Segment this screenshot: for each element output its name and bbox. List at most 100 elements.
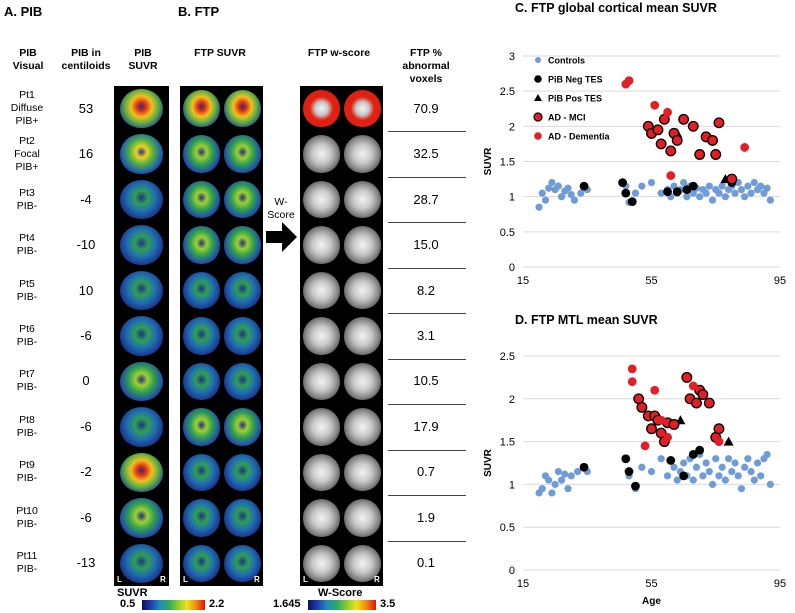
legend-label: PiB Pos TES <box>548 94 602 104</box>
legend-marker <box>533 112 543 122</box>
data-point <box>671 134 683 146</box>
data-point <box>740 143 750 152</box>
pib-brain-slice <box>120 89 163 129</box>
patient-label: Pt7 PIB- <box>16 368 38 394</box>
data-point <box>577 189 585 197</box>
ftp-brain-slice <box>224 135 261 173</box>
y-tick-label: 0.5 <box>500 522 515 534</box>
data-point <box>707 134 718 146</box>
patient-label: Pt5 PIB- <box>16 277 38 303</box>
row-divider <box>388 131 466 133</box>
data-point <box>718 182 726 190</box>
data-point <box>624 467 634 476</box>
wscore-brain-slice <box>344 453 381 492</box>
data-point <box>713 423 725 435</box>
ftp-brain-slice <box>224 90 261 128</box>
data-point <box>647 179 656 187</box>
data-point <box>554 467 562 476</box>
data-point <box>551 480 559 488</box>
y-tick-label: 3 <box>509 51 515 63</box>
chart-title: D. FTP MTL mean SUVR <box>515 313 658 327</box>
data-point <box>621 188 631 198</box>
pib-colorbar-max: 2.2 <box>209 598 225 610</box>
legend-marker <box>534 132 542 140</box>
wscore-brain-slice <box>344 317 381 355</box>
data-point <box>640 441 650 451</box>
ftp-right-marker: R <box>254 575 260 584</box>
row-divider <box>388 267 466 269</box>
centiloid-value: 53 <box>78 100 94 116</box>
row-divider <box>388 222 466 224</box>
data-point <box>621 454 631 464</box>
wscore-brain-slice <box>303 135 340 173</box>
wscore-brain-slice <box>303 544 340 582</box>
ftp-brain-slice <box>183 408 220 446</box>
wscore-brain-slice <box>344 90 381 128</box>
data-point <box>687 120 699 132</box>
data-point <box>721 476 729 484</box>
data-point <box>744 455 752 463</box>
data-point <box>721 193 729 201</box>
data-point <box>548 489 556 497</box>
ftp-brain-slice <box>183 453 220 492</box>
data-point <box>696 193 704 201</box>
x-tick-label: 55 <box>645 578 657 590</box>
data-point <box>750 476 758 484</box>
data-point <box>688 381 698 391</box>
data-point-triangle <box>723 436 734 446</box>
data-point <box>741 193 749 201</box>
row-divider <box>388 540 466 542</box>
legend-label: PiB Neg TES <box>548 75 603 85</box>
data-point <box>695 445 705 455</box>
header-pib-suvr: PIB SUVR <box>128 47 158 72</box>
abnormal-voxels-value: 1.9 <box>416 509 436 525</box>
pib-brain-slice <box>120 179 163 220</box>
x-tick-label: 95 <box>774 275 786 287</box>
x-tick-label: 55 <box>645 275 657 287</box>
data-point <box>715 472 723 480</box>
chart-d: D. FTP MTL mean SUVR 0 0.5 1 1.5 2 2.5 15 55 95 SU… <box>483 313 786 607</box>
data-point <box>624 76 634 86</box>
wscore-colorbar-max: 3.5 <box>380 598 396 610</box>
wscore-brain-slice <box>344 226 381 264</box>
data-point <box>627 197 637 206</box>
patient-label: Pt3 PIB- <box>16 186 38 212</box>
legend-marker <box>534 75 542 83</box>
data-point <box>650 385 660 395</box>
ftp-brain-slice <box>183 317 220 355</box>
abnormal-voxels-value: 15.0 <box>413 237 439 253</box>
x-tick-label: 15 <box>517 275 529 287</box>
pib-brain-slice <box>120 270 163 311</box>
data-point <box>705 182 713 190</box>
wscore-brain-slice <box>344 180 381 219</box>
y-axis-label: SUVR <box>483 147 494 176</box>
centiloid-value: -6 <box>80 418 92 434</box>
wscore-brain-slice <box>344 544 381 582</box>
legend-marker <box>535 57 541 63</box>
pib-brain-slice <box>120 225 163 265</box>
header-ftp-suvr: FTP SUVR <box>194 47 246 59</box>
header-ftp-abnormal: FTP % abnormal voxels <box>402 47 450 85</box>
data-point <box>647 467 656 476</box>
wscore-left-marker: L <box>303 575 308 584</box>
data-point <box>681 371 693 383</box>
panel-b-title: B. FTP <box>178 4 220 19</box>
data-point <box>741 463 749 471</box>
ftp-brain-slice <box>224 226 261 264</box>
ftp-brain-slice <box>224 499 261 537</box>
pib-colorbar-label: SUVR <box>117 587 148 599</box>
pib-brain-slice <box>120 361 163 402</box>
ftp-brain-slice <box>183 362 220 401</box>
data-point <box>557 193 566 201</box>
abnormal-voxels-value: 10.5 <box>413 373 439 389</box>
data-point <box>663 472 672 480</box>
wscore-brain-slice <box>303 226 340 264</box>
data-point <box>673 476 681 484</box>
data-point <box>657 455 665 463</box>
abnormal-voxels-value: 0.7 <box>416 464 436 480</box>
x-tick-label: 15 <box>517 578 529 590</box>
wscore-brain-slice <box>303 90 340 128</box>
patient-label: Pt8 PIB- <box>16 413 38 439</box>
ftp-brain-slice <box>183 135 220 173</box>
data-point <box>663 107 672 117</box>
